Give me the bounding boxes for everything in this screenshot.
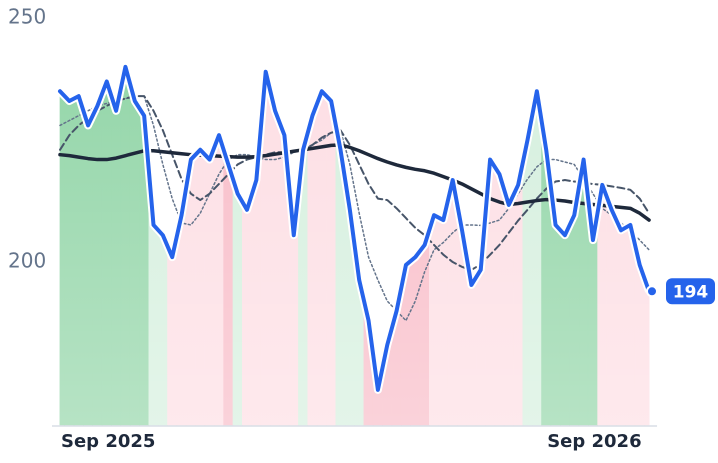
- last-value-badge: [666, 278, 715, 305]
- moving-average-line: [59, 95, 650, 322]
- moving-average-line: [59, 95, 651, 271]
- y-tick-label: 250: [8, 5, 46, 29]
- price-line: [58, 64, 652, 392]
- last-point: [646, 285, 658, 298]
- x-tick-label: Sep 2026: [547, 431, 641, 452]
- area-fade: [60, 0, 650, 425]
- y-tick-label: 200: [8, 249, 46, 273]
- last-value-label: 194: [673, 282, 709, 302]
- x-tick-label: Sep 2025: [61, 431, 155, 452]
